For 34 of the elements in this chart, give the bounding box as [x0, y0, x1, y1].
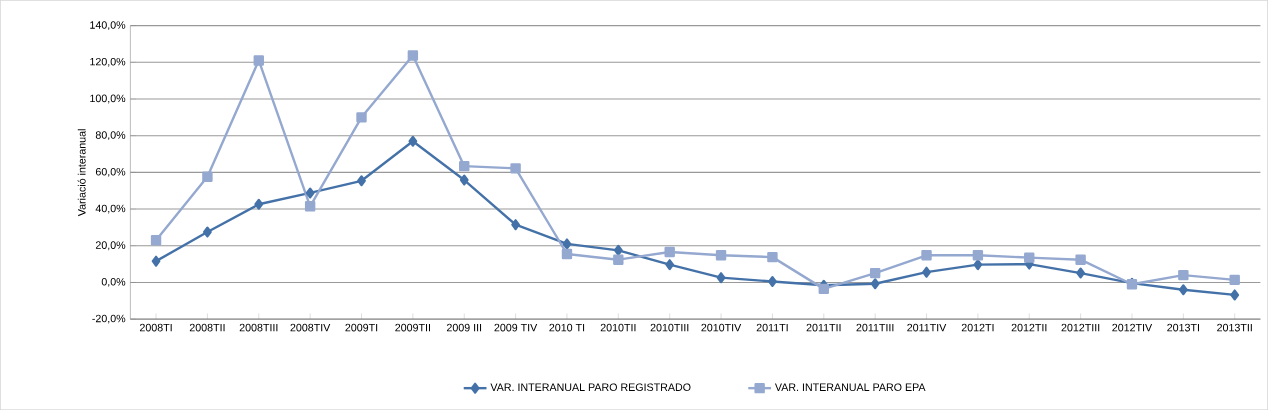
- x-tick-label: 2012TIV: [1112, 323, 1153, 332]
- x-tick-label: 2008TI: [139, 323, 172, 332]
- x-tick-label: 2012TII: [1011, 323, 1047, 332]
- x-tick-label: 2008TIII: [239, 323, 278, 332]
- x-tick-label: 2009TII: [395, 323, 430, 332]
- x-tick-label: 2012TIII: [1061, 323, 1100, 332]
- x-tick-label: 2009 III: [446, 323, 482, 332]
- x-tick-label: 2009TI: [345, 323, 378, 332]
- x-tick-label: 2011TI: [756, 323, 788, 332]
- y-tick-label: 60,0%: [95, 167, 126, 177]
- x-tick-label: 2013TI: [1167, 323, 1199, 332]
- x-tick-label: 2008TII: [189, 323, 225, 332]
- y-tick-label: 140,0%: [90, 21, 126, 30]
- y-tick-label: 100,0%: [90, 94, 126, 104]
- legend-label: VAR. INTERANUAL PARO EPA: [774, 383, 926, 391]
- y-tick-label: 0,0%: [101, 277, 126, 287]
- x-tick-label: 2008TIV: [290, 323, 331, 332]
- x-tick-label: 2011TIII: [856, 323, 894, 332]
- y-axis-title: Variació interanual: [77, 129, 86, 217]
- legend-label: VAR. INTERANUAL PARO REGISTRADO: [490, 383, 691, 391]
- y-tick-label: -20,0%: [92, 314, 126, 324]
- x-tick-label: 2011TIV: [907, 323, 947, 332]
- x-tick-label: 2009 TIV: [494, 323, 538, 332]
- y-tick-label: 80,0%: [95, 131, 126, 141]
- y-tick-label: 20,0%: [95, 241, 126, 251]
- x-tick-label: 2011TII: [806, 323, 841, 332]
- y-tick-label: 40,0%: [95, 204, 126, 214]
- x-tick-label: 2010TIV: [701, 323, 742, 332]
- x-tick-label: 2013TII: [1217, 323, 1252, 332]
- y-tick-label: 120,0%: [90, 57, 126, 67]
- x-tick-label: 2010TIII: [650, 323, 689, 332]
- x-tick-label: 2010 TI: [549, 323, 585, 332]
- x-tick-label: 2010TII: [600, 323, 636, 332]
- x-tick-label: 2012TI: [961, 323, 994, 332]
